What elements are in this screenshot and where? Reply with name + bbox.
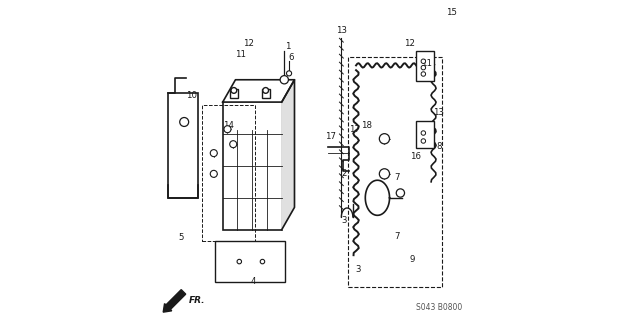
Text: 18: 18	[361, 121, 372, 130]
Text: 8: 8	[436, 142, 442, 151]
Circle shape	[231, 87, 237, 93]
Circle shape	[380, 169, 390, 179]
Bar	[223, 102, 282, 230]
Text: 13: 13	[336, 26, 347, 35]
Circle shape	[421, 65, 426, 70]
Circle shape	[237, 259, 241, 264]
Text: S043 B0800: S043 B0800	[415, 303, 462, 312]
Circle shape	[396, 189, 404, 197]
Circle shape	[263, 87, 269, 93]
Bar	[230, 89, 238, 98]
Bar	[202, 105, 255, 241]
Circle shape	[421, 72, 426, 76]
Text: 7: 7	[394, 173, 400, 182]
Bar	[416, 121, 434, 148]
Bar	[416, 51, 434, 81]
Polygon shape	[282, 80, 294, 230]
Bar	[262, 89, 270, 98]
Text: 3: 3	[356, 265, 361, 274]
Text: 7: 7	[394, 232, 400, 241]
Circle shape	[421, 131, 426, 135]
Circle shape	[211, 150, 218, 157]
Circle shape	[260, 259, 265, 264]
Text: 12: 12	[243, 39, 254, 48]
Text: 11: 11	[420, 59, 432, 68]
Bar	[215, 241, 285, 282]
Text: 17: 17	[325, 132, 337, 141]
Text: 11: 11	[236, 50, 246, 59]
Text: 3: 3	[342, 216, 348, 225]
Text: FR.: FR.	[189, 296, 205, 305]
Text: 1: 1	[285, 42, 290, 51]
Circle shape	[230, 141, 237, 148]
Circle shape	[280, 76, 289, 84]
Text: 9: 9	[409, 256, 415, 264]
Text: 10: 10	[186, 91, 197, 100]
Circle shape	[421, 59, 426, 63]
Circle shape	[287, 71, 292, 76]
Bar	[348, 57, 442, 287]
Circle shape	[421, 139, 426, 143]
Text: 15: 15	[446, 8, 457, 17]
Circle shape	[224, 126, 231, 133]
Text: 13: 13	[433, 108, 444, 117]
Text: 12: 12	[404, 39, 415, 48]
Text: 4: 4	[251, 277, 257, 286]
Circle shape	[211, 170, 218, 177]
Bar	[168, 93, 198, 198]
Text: 6: 6	[288, 53, 294, 62]
Circle shape	[380, 134, 390, 144]
Text: 17: 17	[349, 125, 360, 134]
Circle shape	[180, 117, 189, 126]
FancyArrow shape	[163, 290, 186, 312]
Text: 2: 2	[342, 169, 348, 178]
Text: 14: 14	[223, 121, 234, 130]
Text: 16: 16	[410, 152, 421, 161]
Polygon shape	[223, 80, 294, 102]
Text: 5: 5	[179, 233, 184, 242]
